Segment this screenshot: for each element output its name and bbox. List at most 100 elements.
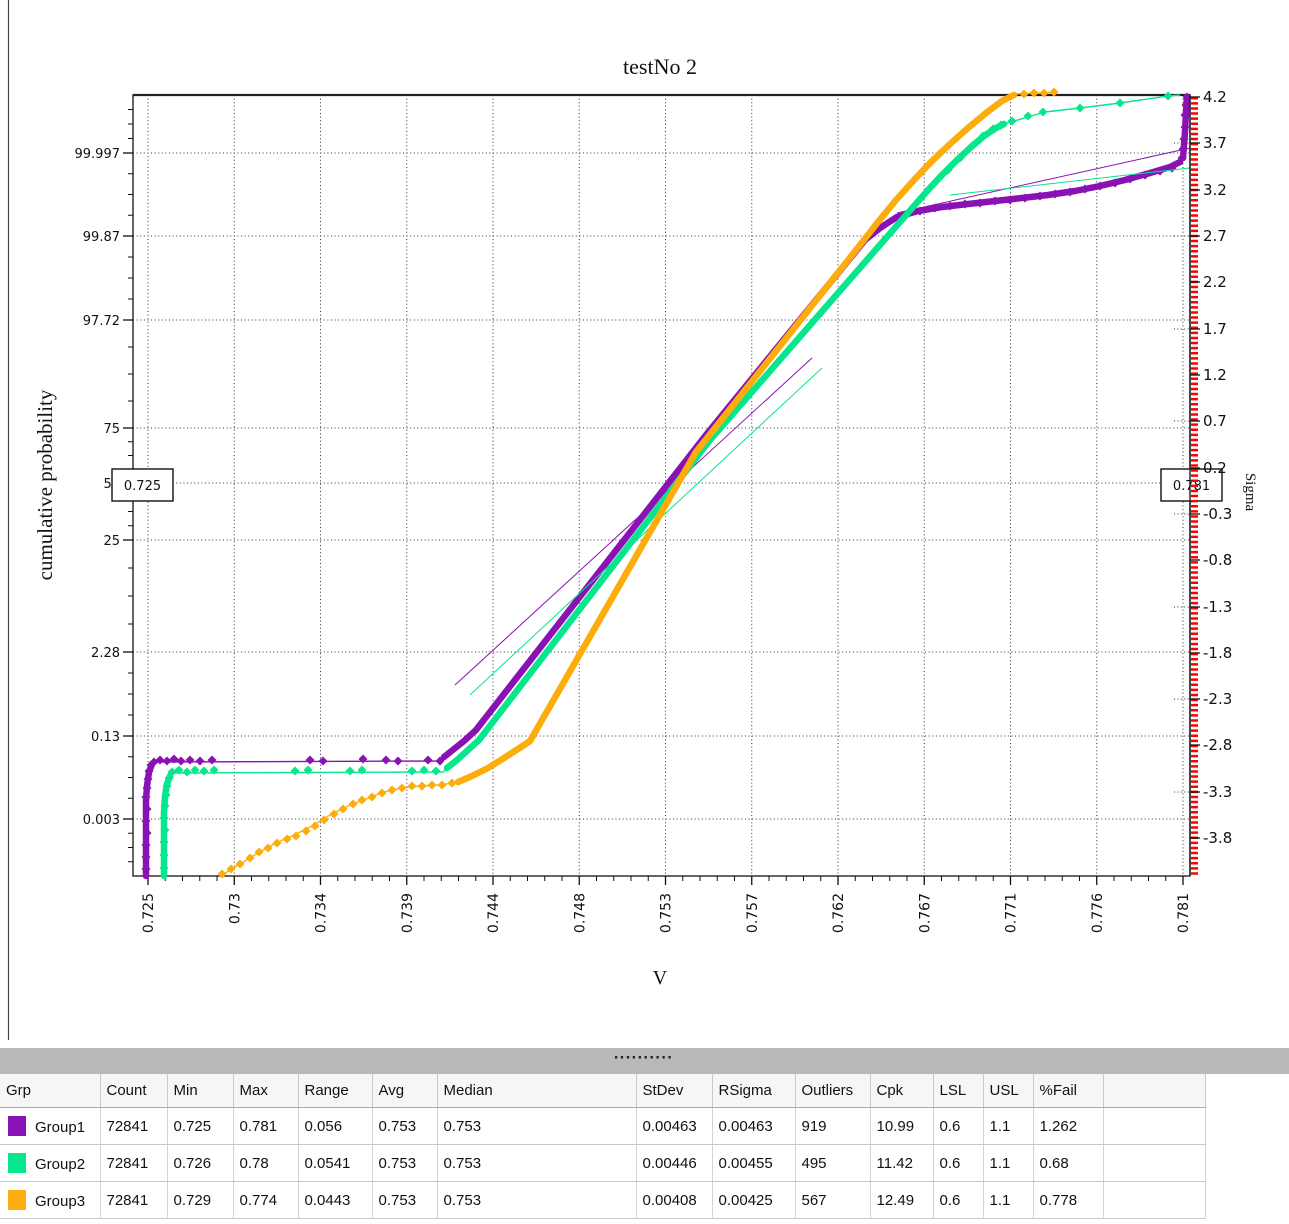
group-name-cell: Group3 <box>0 1181 101 1219</box>
table-row[interactable]: Group1 72841 0.725 0.781 0.056 0.753 0.753 0.00… <box>0 1107 1206 1145</box>
stat-cell: 72841 <box>100 1144 168 1182</box>
panel-splitter[interactable]: ·········· <box>0 1048 1289 1074</box>
stat-cell: 0.00408 <box>636 1181 713 1219</box>
column-header-stdev[interactable]: StDev <box>636 1074 713 1108</box>
fit-line-group2 <box>469 367 823 696</box>
column-header-avg[interactable]: Avg <box>372 1074 438 1108</box>
column-header-outliers[interactable]: Outliers <box>795 1074 871 1108</box>
column-header-usl[interactable]: USL <box>983 1074 1034 1108</box>
table-header: Grp Count Min Max Range Avg Median StDev RSigma O… <box>0 1074 1206 1108</box>
limit-marker-low[interactable] <box>111 468 174 502</box>
probability-plot: 99.99799.8797.727550252.280.130.0030.725… <box>7 0 1258 1040</box>
fit-line-group1 <box>454 357 813 686</box>
sigma-tick-label: 0.2 <box>1203 459 1227 477</box>
x-tick-label: 0.771 <box>1004 893 1020 933</box>
y-tick-label: 0.13 <box>91 730 120 745</box>
stat-cell: 0.753 <box>372 1181 438 1219</box>
filler-cell <box>1103 1181 1206 1219</box>
stat-cell: 0.68 <box>1033 1144 1104 1182</box>
column-header-filler <box>1103 1074 1206 1108</box>
sigma-tick-label: -3.3 <box>1203 783 1232 801</box>
column-header-grp[interactable]: Grp <box>0 1074 101 1108</box>
column-header-min[interactable]: Min <box>167 1074 234 1108</box>
stat-cell: 0.753 <box>437 1107 637 1145</box>
curve-band-group1 <box>440 158 1184 761</box>
filler-cell <box>1103 1144 1206 1182</box>
fit-line-group1 <box>896 147 1191 214</box>
stat-cell: 72841 <box>100 1181 168 1219</box>
x-tick-label: 0.781 <box>1176 893 1192 933</box>
column-header-max[interactable]: Max <box>233 1074 299 1108</box>
curve-band-group3 <box>454 91 1018 786</box>
stat-cell: 0.753 <box>437 1181 637 1219</box>
y-tick-label: 75 <box>103 422 120 437</box>
sigma-tick-label: 3.2 <box>1203 181 1227 199</box>
splitter-grip-icon[interactable]: ·········· <box>613 1051 674 1066</box>
column-header-count[interactable]: Count <box>100 1074 168 1108</box>
group-color-swatch <box>8 1153 26 1173</box>
chart-title: testNo 2 <box>623 54 697 79</box>
sigma-tick-label: 1.2 <box>1203 366 1227 384</box>
stats-panel: ·········· Grp Count Min Max Range Avg Median S… <box>0 1048 1289 1219</box>
stat-cell: 0.00455 <box>712 1144 796 1182</box>
stat-cell: 0.6 <box>933 1107 984 1145</box>
stat-cell: 1.1 <box>983 1107 1034 1145</box>
x-tick-label: 0.767 <box>917 893 933 933</box>
x-axis-label: V <box>653 967 668 989</box>
group-stats-table: Grp Count Min Max Range Avg Median StDev RSigma O… <box>0 1074 1206 1219</box>
stat-cell: 0.6 <box>933 1144 984 1182</box>
table-row[interactable]: Group2 72841 0.726 0.78 0.0541 0.753 0.753 0.00… <box>0 1144 1206 1182</box>
column-header-range[interactable]: Range <box>298 1074 373 1108</box>
stat-cell: 0.778 <box>1033 1181 1104 1219</box>
stat-cell: 0.753 <box>437 1144 637 1182</box>
sigma-tick-label: -2.3 <box>1203 690 1232 708</box>
sigma-tick-label: 2.7 <box>1203 227 1227 245</box>
stat-cell: 0.00463 <box>636 1107 713 1145</box>
stat-cell: 495 <box>795 1144 871 1182</box>
group-name-cell: Group1 <box>0 1107 101 1145</box>
sigma-tick-label: -0.8 <box>1203 551 1232 569</box>
sigma-tick-label: 2.2 <box>1203 273 1227 291</box>
x-tick-label: 0.762 <box>831 893 847 933</box>
sigma-tick-label: -1.8 <box>1203 644 1232 662</box>
x-tick-label: 0.757 <box>745 893 761 933</box>
stat-cell: 0.781 <box>233 1107 299 1145</box>
sigma-tick-label: 0.7 <box>1203 412 1227 430</box>
y-axis-label-right: Sigma <box>1242 473 1258 512</box>
stat-cell: 11.42 <box>870 1144 934 1182</box>
sigma-tick-label: -0.3 <box>1203 505 1232 523</box>
y-tick-label: 97.72 <box>83 314 120 329</box>
column-header-fail[interactable]: %Fail <box>1033 1074 1104 1108</box>
stat-cell: 0.78 <box>233 1144 299 1182</box>
sigma-tick-label: 4.2 <box>1203 88 1227 106</box>
stat-cell: 0.774 <box>233 1181 299 1219</box>
group-color-swatch <box>8 1190 26 1210</box>
stat-cell: 1.262 <box>1033 1107 1104 1145</box>
y-tick-label: 2.28 <box>91 646 120 661</box>
sigma-tick-label: -3.8 <box>1203 829 1232 847</box>
table-row[interactable]: Group3 72841 0.729 0.774 0.0443 0.753 0.753 0.0… <box>0 1181 1206 1219</box>
group-color-swatch <box>8 1116 26 1136</box>
column-header-median[interactable]: Median <box>437 1074 637 1108</box>
sigma-tick-label: -1.3 <box>1203 598 1232 616</box>
column-header-rsigma[interactable]: RSigma <box>712 1074 796 1108</box>
stat-cell: 0.725 <box>167 1107 234 1145</box>
filler-cell <box>1103 1107 1206 1145</box>
stat-cell: 0.00446 <box>636 1144 713 1182</box>
x-tick-label: 0.73 <box>227 893 243 924</box>
stat-cell: 0.0443 <box>298 1181 373 1219</box>
y-tick-label: 25 <box>103 534 120 549</box>
x-tick-label: 0.776 <box>1090 893 1106 933</box>
x-tick-label: 0.753 <box>659 893 675 933</box>
fit-line-group2 <box>949 167 1191 196</box>
stat-cell: 0.0541 <box>298 1144 373 1182</box>
stat-cell: 1.1 <box>983 1181 1034 1219</box>
limit-marker-low-label: 0.725 <box>124 479 161 494</box>
column-header-cpk[interactable]: Cpk <box>870 1074 934 1108</box>
column-header-lsl[interactable]: LSL <box>933 1074 984 1108</box>
group-name-cell: Group2 <box>0 1144 101 1182</box>
stat-cell: 10.99 <box>870 1107 934 1145</box>
stat-cell: 0.00463 <box>712 1107 796 1145</box>
sigma-tick-label: -2.8 <box>1203 736 1232 754</box>
